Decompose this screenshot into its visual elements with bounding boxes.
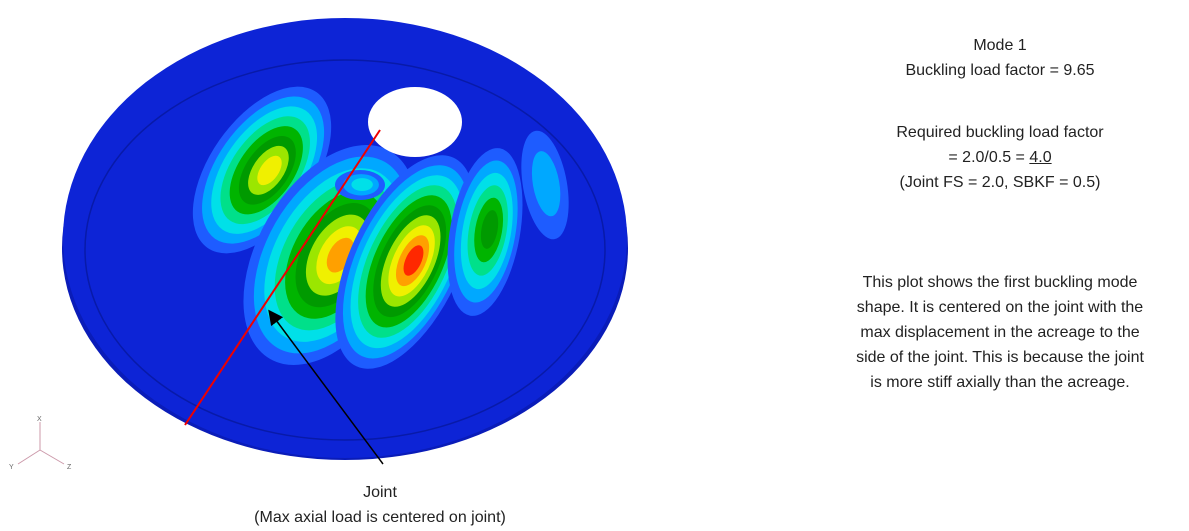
- axis-triad: [18, 422, 64, 464]
- callout-note: (Max axial load is centered on joint): [230, 508, 530, 528]
- description-line: This plot shows the first buckling mode: [840, 273, 1160, 293]
- description-line: shape. It is centered on the joint with …: [840, 298, 1160, 318]
- description-line: max displacement in the acreage to the: [840, 323, 1160, 343]
- axis-z: Z: [67, 464, 72, 471]
- axis-x: X: [37, 416, 42, 423]
- page: {"mode":{"title":"Mode 1","load_factor":…: [0, 0, 1189, 531]
- contour-band: [351, 178, 372, 191]
- required-equation: = 2.0/0.5 = 4.0: [860, 148, 1140, 168]
- hole: [368, 87, 462, 157]
- axis-y: Y: [9, 464, 14, 471]
- required-note: (Joint FS = 2.0, SBKF = 0.5): [860, 173, 1140, 193]
- load-factor: Buckling load factor = 9.65: [860, 61, 1140, 81]
- required-title: Required buckling load factor: [860, 123, 1140, 143]
- description-line: is more stiff axially than the acreage.: [840, 373, 1160, 393]
- callout-label: Joint: [230, 483, 530, 503]
- result: 4.0: [1029, 149, 1051, 166]
- equation: = 2.0/0.5 =: [948, 149, 1025, 166]
- description-line: side of the joint. This is because the j…: [840, 348, 1160, 368]
- mode-title: Mode 1: [860, 36, 1140, 56]
